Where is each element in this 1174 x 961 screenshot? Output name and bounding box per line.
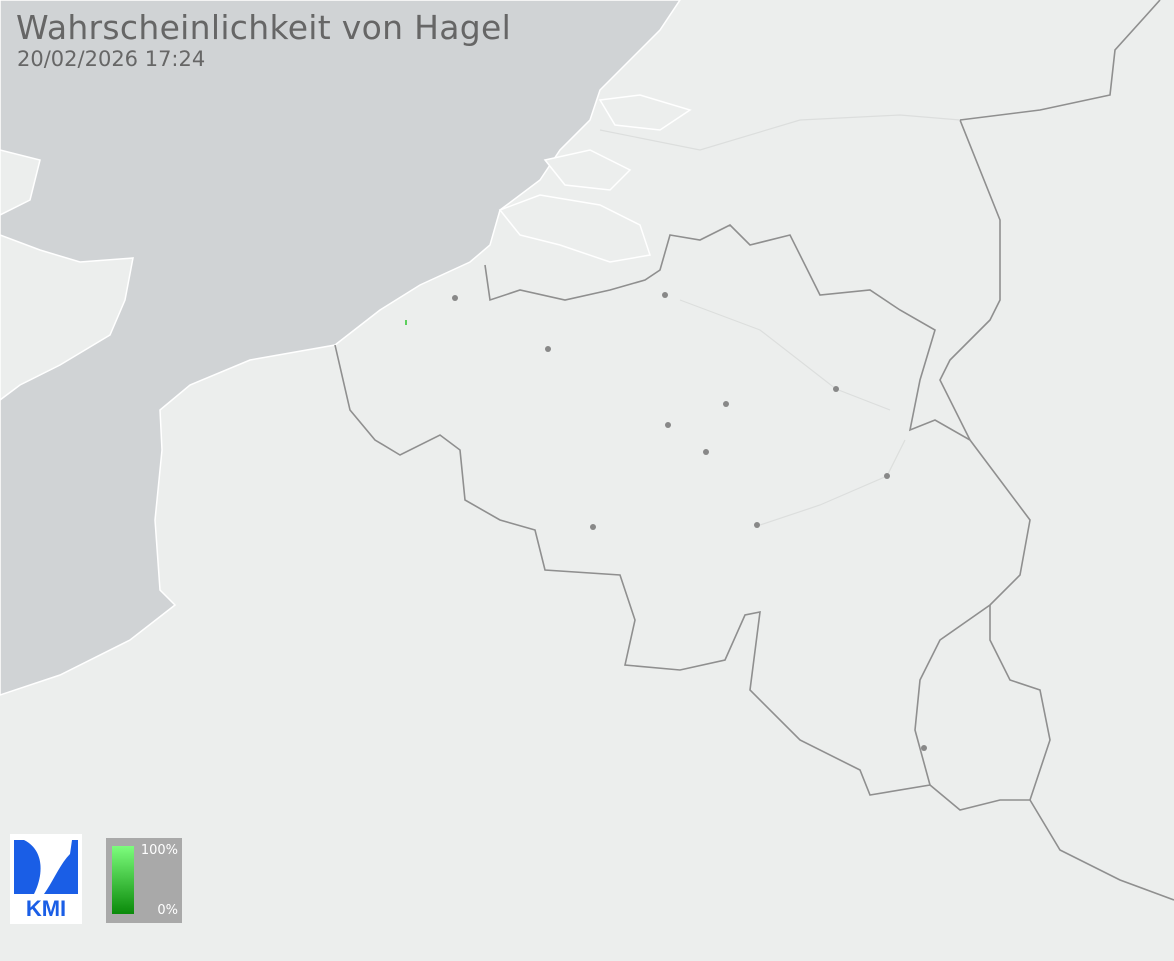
legend-color-bar xyxy=(112,846,134,914)
city-dot xyxy=(884,473,890,479)
logo-text: KMI xyxy=(25,896,67,921)
cities xyxy=(452,292,927,751)
city-dot xyxy=(703,449,709,455)
city-dot xyxy=(590,524,596,530)
city-dot xyxy=(452,295,458,301)
belgium-border xyxy=(334,224,1031,796)
page-title: Wahrscheinlichkeit von Hagel xyxy=(16,8,512,47)
kmi-logo: KMI xyxy=(10,834,82,924)
city-dot xyxy=(665,422,671,428)
city-dot xyxy=(833,386,839,392)
timestamp: 20/02/2026 17:24 xyxy=(17,47,206,71)
borders xyxy=(334,0,1174,901)
city-dot xyxy=(921,745,927,751)
probability-legend: 100% 0% xyxy=(106,838,182,923)
city-dot xyxy=(723,401,729,407)
city-dot xyxy=(545,346,551,352)
sea xyxy=(0,0,681,696)
zeeland-islands xyxy=(498,94,692,263)
rivers xyxy=(599,114,961,526)
city-dot xyxy=(754,522,760,528)
luxembourg-border xyxy=(929,605,1051,811)
germany-border-north xyxy=(959,0,1161,121)
kmi-logo-icon xyxy=(14,840,78,894)
legend-min-label: 0% xyxy=(157,903,178,918)
france-germany-border xyxy=(1029,799,1174,901)
legend-max-label: 100% xyxy=(140,843,178,858)
germany-border xyxy=(939,119,1001,441)
hail-probability-cell xyxy=(405,320,407,325)
england-coast xyxy=(0,149,134,401)
city-dot xyxy=(662,292,668,298)
